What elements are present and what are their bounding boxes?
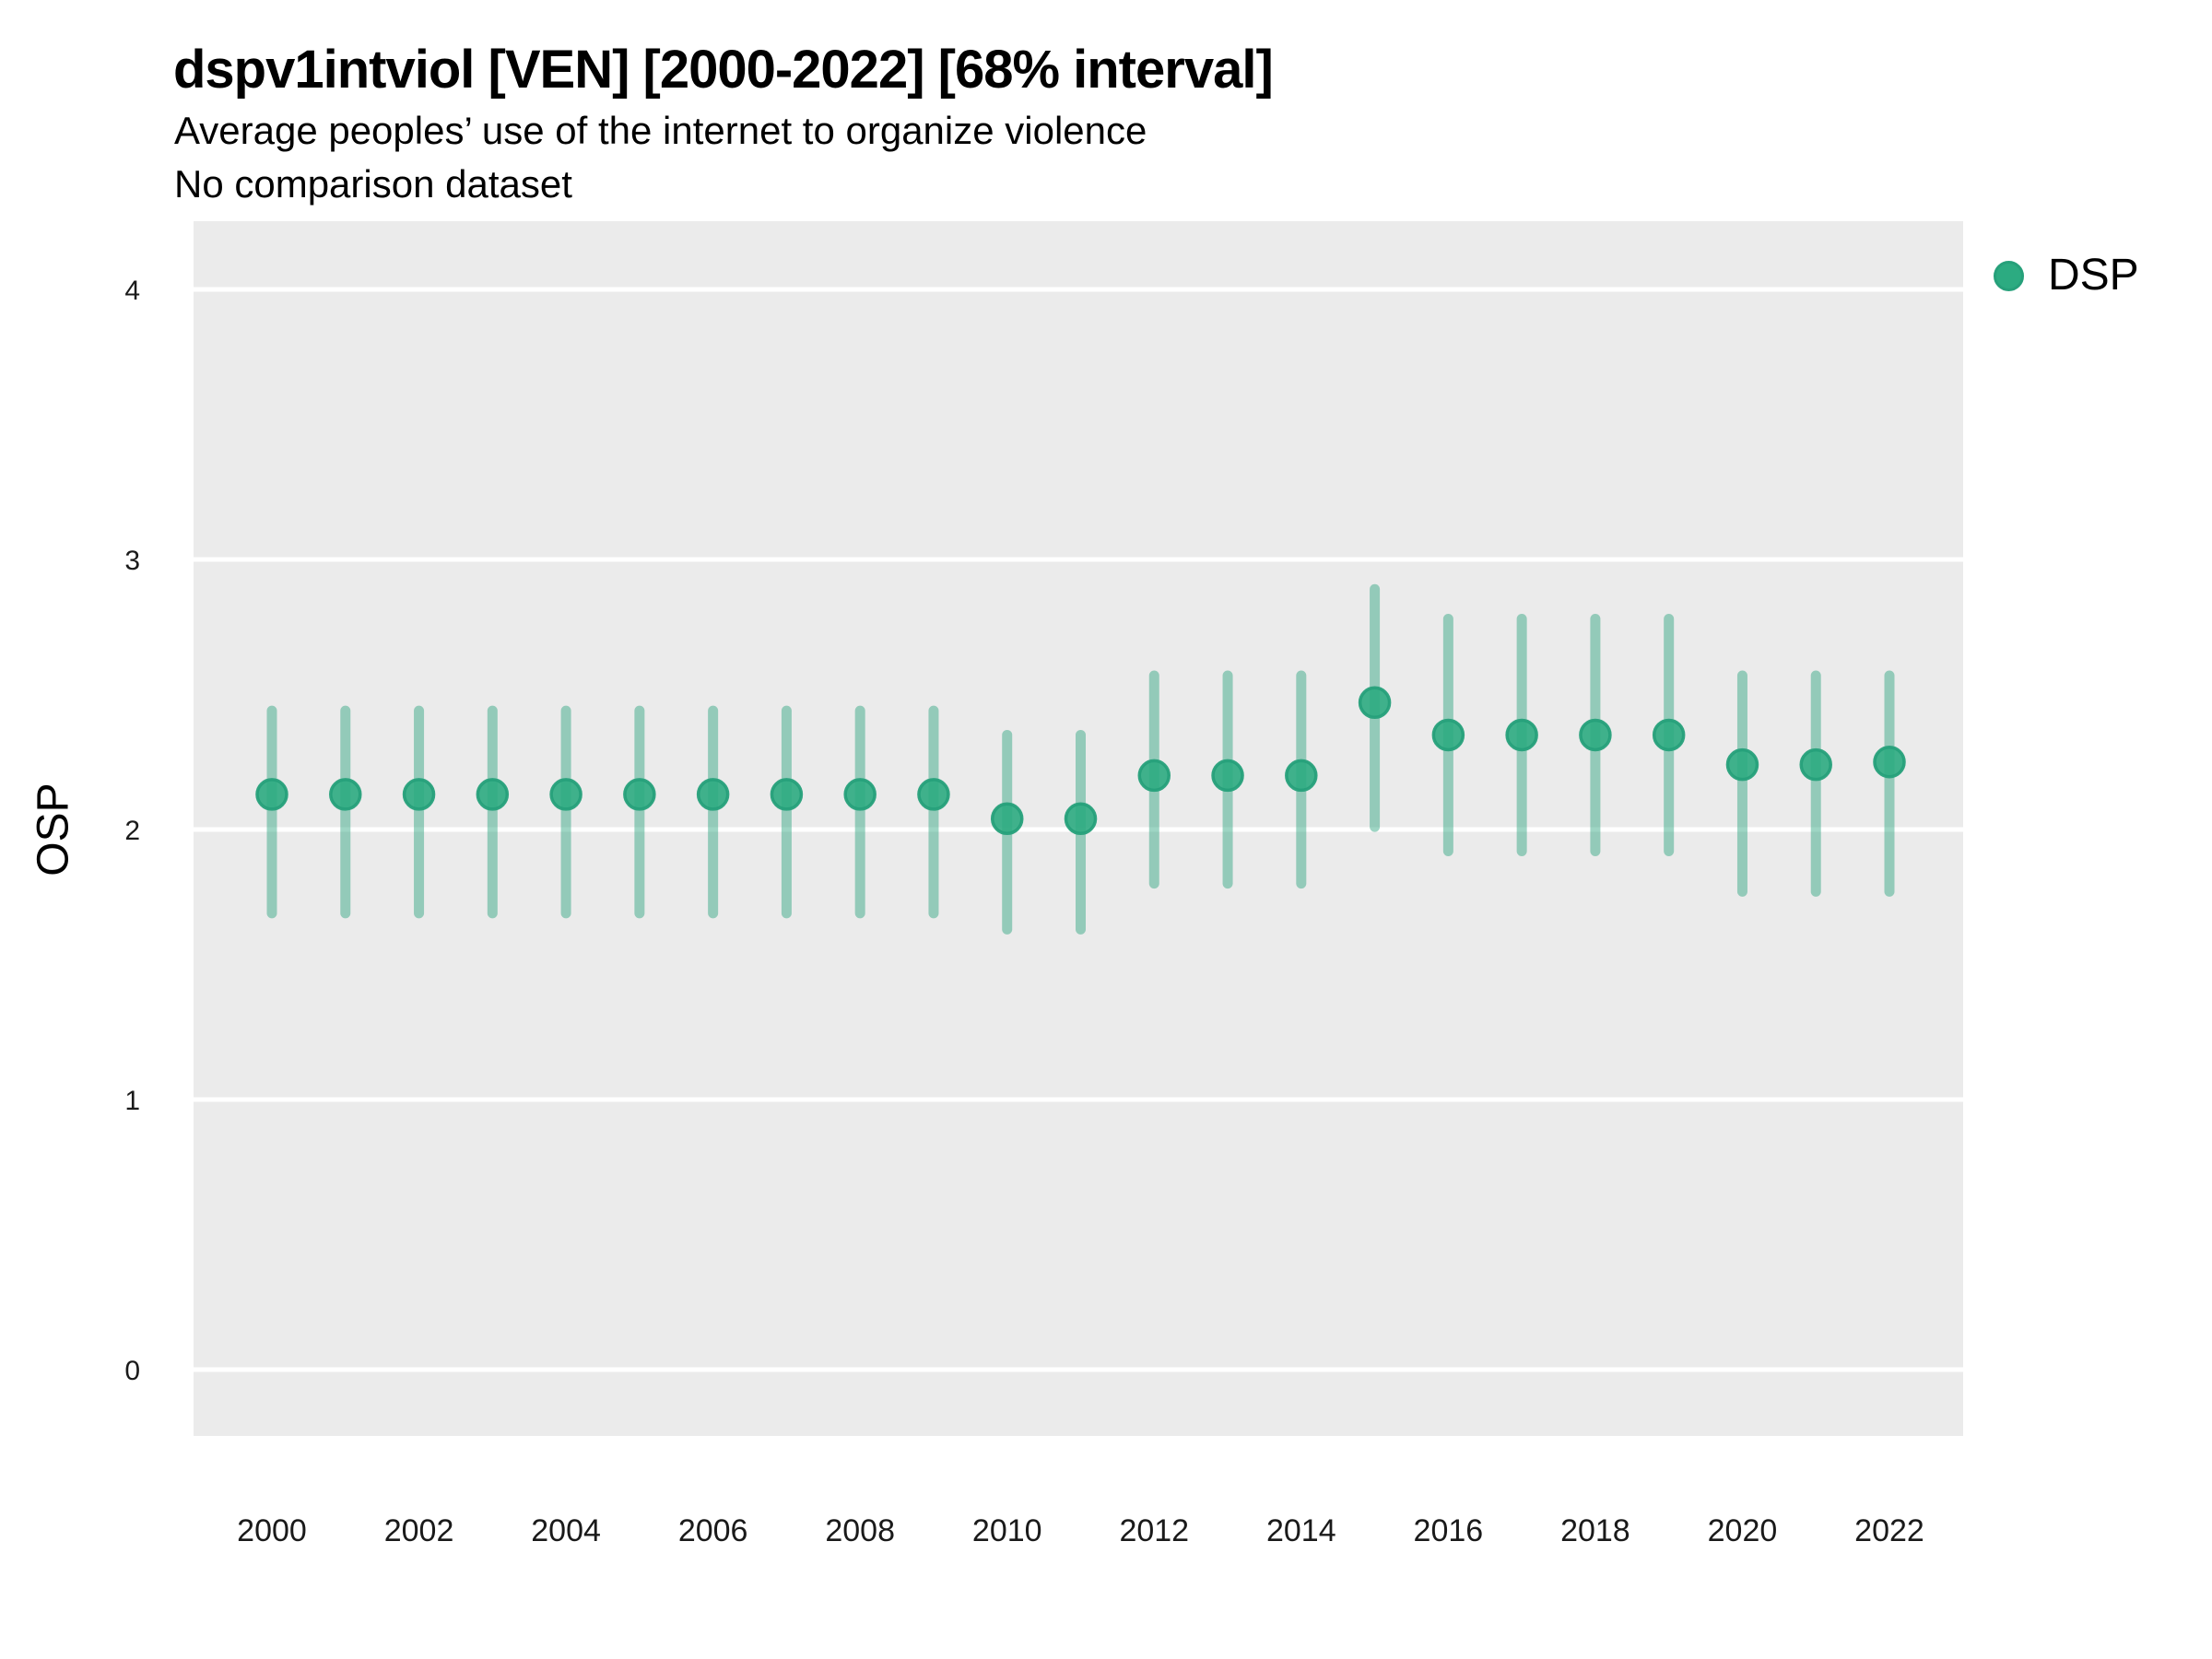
y-tick-label-0: 0 <box>124 1356 140 1386</box>
y-tick-label-3: 3 <box>124 546 140 576</box>
legend: DSP <box>1994 249 2139 302</box>
point-marker-2021 <box>1799 747 1832 782</box>
point-marker-2010 <box>990 802 1024 836</box>
point-marker-2001 <box>329 778 362 811</box>
y-tick-label-1: 1 <box>124 1086 140 1116</box>
legend-label: DSP <box>2048 251 2139 300</box>
x-tick-label-2018: 2018 <box>1560 1513 1630 1548</box>
x-tick-label-2000: 2000 <box>237 1513 307 1548</box>
point-marker-2013 <box>1211 759 1244 793</box>
point-marker-2006 <box>696 778 730 811</box>
chart-title: dspv1intviol [VEN] [2000-2022] [68% inte… <box>173 40 1274 100</box>
y-tick-label-2: 2 <box>124 816 140 846</box>
point-marker-2012 <box>1137 759 1171 793</box>
x-tick-label-2020: 2020 <box>1708 1513 1778 1548</box>
legend-dot-icon <box>1994 260 2024 291</box>
point-marker-2020 <box>1725 747 1759 782</box>
point-marker-2003 <box>476 778 510 811</box>
point-marker-2015 <box>1358 686 1392 720</box>
chart-subtitle: Average peoples’ use of the internet to … <box>174 109 1147 152</box>
point-marker-2016 <box>1431 718 1465 752</box>
point-marker-2005 <box>623 778 656 811</box>
point-marker-2011 <box>1064 802 1098 836</box>
point-marker-2002 <box>402 778 436 811</box>
point-marker-2008 <box>843 778 877 811</box>
x-tick-label-2022: 2022 <box>1854 1513 1924 1548</box>
x-tick-label-2004: 2004 <box>531 1513 601 1548</box>
x-tick-label-2016: 2016 <box>1414 1513 1484 1548</box>
x-tick-label-2008: 2008 <box>825 1513 895 1548</box>
point-marker-2022 <box>1873 746 1906 779</box>
point-marker-2007 <box>770 778 804 811</box>
point-marker-2019 <box>1652 718 1686 752</box>
point-marker-2018 <box>1579 718 1612 752</box>
point-marker-2017 <box>1505 718 1538 752</box>
x-tick-label-2002: 2002 <box>384 1513 454 1548</box>
x-tick-label-2014: 2014 <box>1266 1513 1336 1548</box>
y-tick-label-4: 4 <box>124 276 140 306</box>
point-marker-2004 <box>549 778 582 811</box>
point-marker-2000 <box>255 778 288 811</box>
comparison-note: No comparison dataset <box>174 162 572 206</box>
x-tick-label-2006: 2006 <box>678 1513 748 1548</box>
point-marker-2009 <box>917 778 950 811</box>
x-tick-label-2010: 2010 <box>972 1513 1042 1548</box>
x-tick-label-2012: 2012 <box>1119 1513 1189 1548</box>
point-marker-2014 <box>1285 759 1318 793</box>
